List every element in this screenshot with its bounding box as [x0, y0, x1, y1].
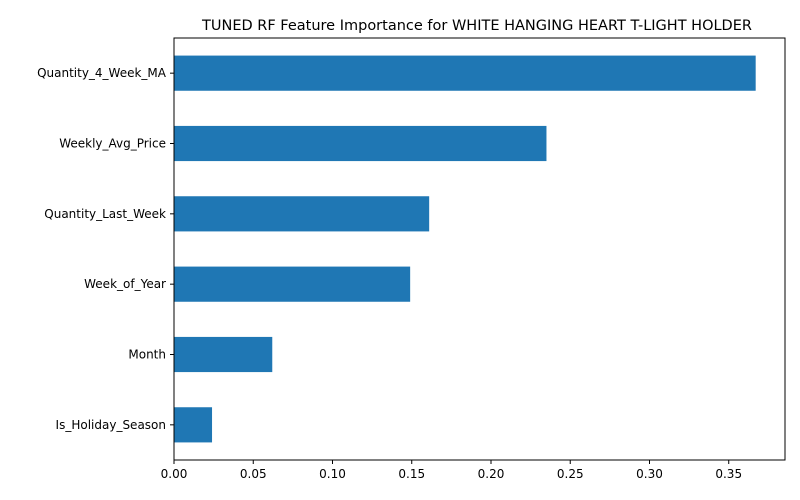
x-tick-label: 0.25: [557, 467, 584, 481]
x-tick-label: 0.00: [161, 467, 188, 481]
x-tick-label: 0.15: [398, 467, 425, 481]
bar-quantity-4-week-ma: [174, 55, 756, 91]
y-tick-label: Month: [128, 348, 166, 362]
plot-frame: [173, 37, 786, 461]
bar-weekly-avg-price: [174, 125, 547, 162]
bar-is-holiday-season: [174, 407, 213, 443]
y-tick-label: Quantity_4_Week_MA: [37, 66, 167, 80]
bar-month: [174, 336, 273, 373]
x-tick-label: 0.20: [478, 467, 505, 481]
bar-quantity-last-week: [174, 196, 430, 232]
x-tick-label: 0.10: [319, 467, 346, 481]
chart-title: TUNED RF Feature Importance for WHITE HA…: [201, 18, 752, 34]
y-tick-label: Quantity_Last_Week: [44, 207, 166, 221]
x-tick-label: 0.35: [715, 467, 742, 481]
axes-layer: Quantity_4_Week_MA Weekly_Avg_Price Quanti…: [37, 37, 786, 481]
y-tick-label: Week_of_Year: [84, 277, 166, 291]
x-tick-label: 0.05: [240, 467, 267, 481]
y-tick-label: Is_Holiday_Season: [56, 418, 166, 432]
bars-layer: [174, 55, 756, 443]
x-tick-label: 0.30: [636, 467, 663, 481]
bar-week-of-year: [174, 266, 411, 302]
y-tick-label: Weekly_Avg_Price: [59, 137, 166, 151]
